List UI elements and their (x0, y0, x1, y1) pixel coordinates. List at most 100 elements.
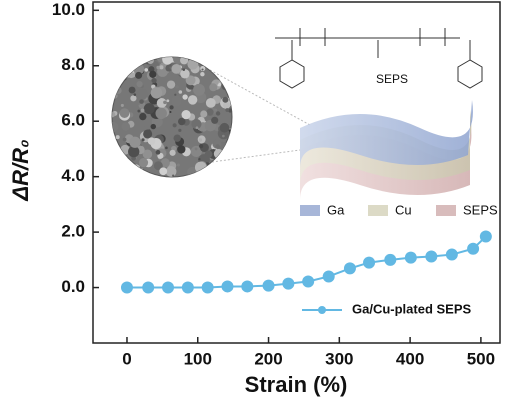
sem-grain (137, 102, 140, 105)
x-axis-label: Strain (%) (245, 372, 348, 397)
sem-grain (200, 110, 208, 118)
data-point (467, 242, 480, 255)
sem-grain (176, 163, 180, 167)
data-point (445, 248, 458, 261)
sem-grain (112, 64, 117, 73)
sem-grain (180, 69, 190, 79)
sem-grain (121, 122, 131, 131)
x-tick-label: 500 (467, 349, 495, 368)
sem-grain (159, 167, 168, 176)
sem-grain (204, 150, 213, 158)
sem-grain (175, 85, 179, 89)
sem-grain (220, 63, 229, 72)
data-point (322, 270, 335, 283)
sem-grain (209, 83, 218, 92)
sem-grain (125, 68, 130, 73)
sem-grain (128, 86, 136, 94)
sem-grain (112, 92, 115, 98)
sem-grain (146, 57, 154, 64)
y-tick-label: 10.0 (52, 0, 85, 19)
sem-grain (112, 141, 119, 152)
sem-grain (216, 65, 220, 69)
sem-grain (142, 149, 153, 159)
sem-grain (181, 109, 191, 120)
sem-grain (112, 82, 120, 94)
sem-grain (139, 99, 144, 104)
sem-grain (144, 68, 149, 72)
sem-grain (115, 135, 120, 140)
sem-grain (112, 72, 119, 83)
y-tick-label: 4.0 (61, 166, 85, 185)
sem-grain (211, 116, 219, 124)
structure-label: SEPS (376, 72, 408, 86)
sem-grain (194, 147, 198, 151)
sem-grain (206, 108, 214, 116)
sem-grain (172, 123, 177, 128)
sem-grain (215, 81, 219, 85)
sem-grain (182, 68, 186, 71)
legend-marker (318, 306, 326, 314)
data-point (404, 251, 417, 264)
sem-grain (117, 169, 125, 177)
sem-grain (174, 93, 177, 96)
y-tick-label: 0.0 (61, 277, 85, 296)
sem-grain (149, 70, 157, 78)
legend-label: Ga/Cu-plated SEPS (352, 301, 472, 316)
sem-grain (112, 111, 116, 118)
sem-grain (162, 57, 173, 65)
sem-grain (169, 105, 174, 110)
sem-grain (112, 77, 117, 86)
sem-grain (215, 111, 221, 116)
sem-grain (153, 161, 163, 171)
sem-grain (163, 100, 167, 105)
sem-grain (182, 94, 188, 100)
sem-grain (112, 59, 121, 69)
sem-grain (136, 88, 148, 100)
sem-grain (136, 80, 143, 88)
sem-grain (127, 58, 132, 63)
sem-grain (171, 95, 182, 107)
sem-grain (218, 74, 229, 84)
data-point (120, 281, 133, 294)
sem-grain (230, 57, 232, 60)
data-point (262, 279, 275, 292)
sem-grain (165, 146, 168, 150)
ga-layer (300, 100, 473, 168)
sem-grain (112, 152, 119, 164)
sem-grain (138, 158, 149, 168)
y-axis-label: ΔR/R₀ (8, 139, 33, 201)
layer-legend-label: Cu (395, 202, 412, 217)
sem-grain (193, 83, 205, 96)
data-point (384, 253, 397, 266)
sem-grain (150, 87, 163, 99)
sem-grain (115, 65, 118, 68)
sem-grain (222, 101, 230, 109)
y-tick-label: 2.0 (61, 222, 85, 241)
sem-grain (169, 111, 172, 114)
sem-grain (114, 145, 122, 153)
sem-grain (129, 136, 141, 148)
sem-grain (219, 122, 230, 133)
layer-legend-label: Ga (327, 202, 345, 217)
data-point (221, 280, 234, 293)
chemical-structure (275, 28, 483, 89)
sem-grain (205, 166, 210, 171)
x-tick-label: 0 (122, 349, 131, 368)
sem-grain (225, 108, 230, 112)
sem-grain (190, 145, 202, 158)
sem-grain (124, 69, 129, 74)
sem-grain (218, 57, 229, 67)
sem-grain (120, 154, 124, 158)
sem-grain (150, 123, 156, 130)
sem-grain (140, 108, 145, 113)
sem-grain (222, 134, 225, 138)
sem-grain (155, 149, 161, 155)
sem-grain (125, 161, 131, 167)
x-tick-label: 200 (254, 349, 282, 368)
data-point (479, 230, 492, 243)
sem-grain (125, 162, 134, 170)
sem-grain (204, 61, 212, 69)
sem-grain (172, 174, 175, 177)
sem-grain (128, 145, 140, 158)
